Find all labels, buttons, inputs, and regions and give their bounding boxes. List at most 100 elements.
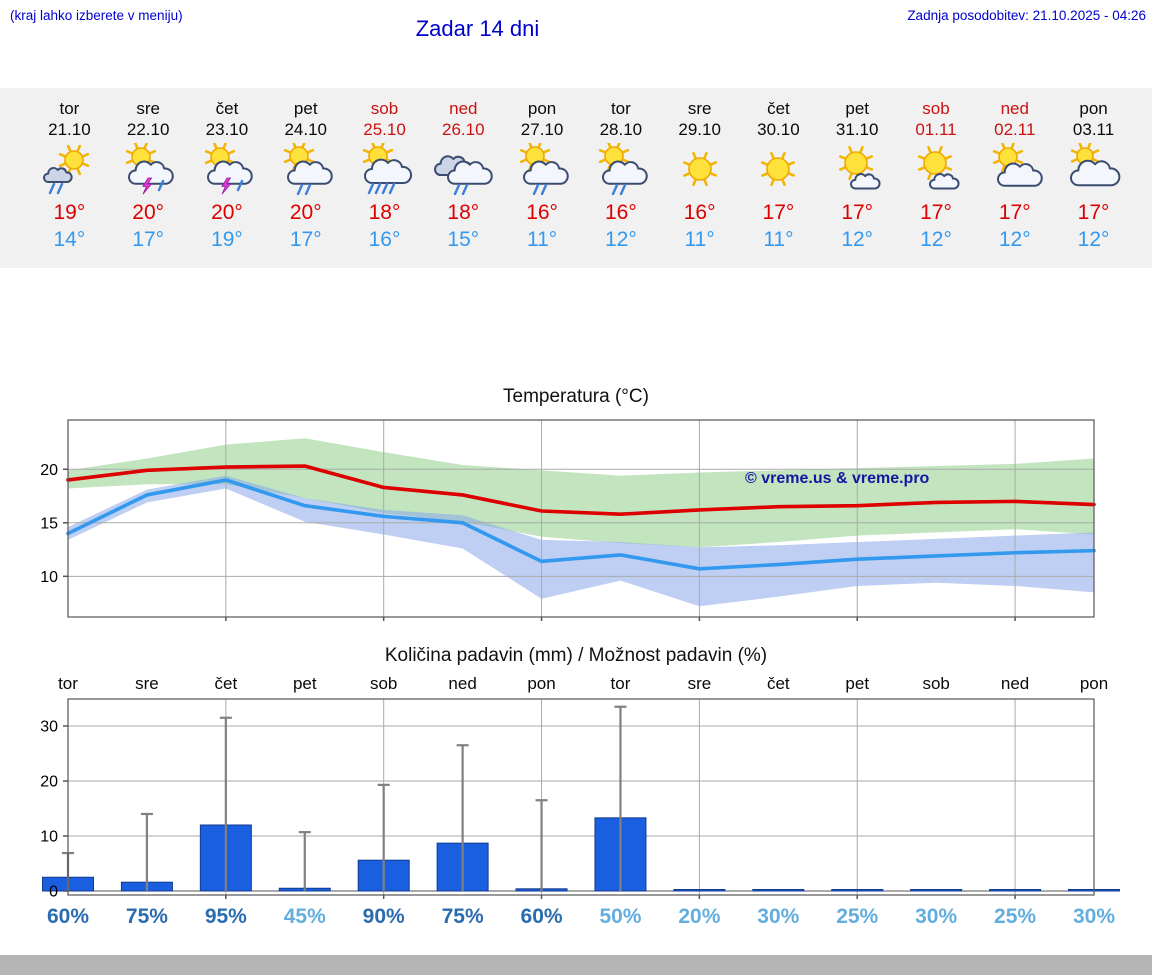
- sun-storm-icon: [125, 141, 174, 194]
- high-temp: 20°: [132, 200, 165, 224]
- svg-text:10: 10: [40, 569, 58, 586]
- svg-text:pon: pon: [527, 674, 555, 693]
- forecast-day-7[interactable]: pon 27.10 16° 11°: [503, 98, 582, 268]
- sun-smallcloud-icon: [917, 145, 960, 190]
- location-hint: (kraj lahko izberete v meniju): [10, 8, 183, 23]
- svg-text:sre: sre: [688, 674, 712, 693]
- day-name: pon: [527, 99, 557, 118]
- forecast-day-14[interactable]: pon 03.11 17° 12°: [1054, 98, 1133, 268]
- low-temp: 17°: [289, 227, 322, 251]
- precipitation-chart: tor sre čet pet sob ned pon tor sre čet pet sob ned p…: [40, 674, 1120, 928]
- low-temp: 12°: [920, 227, 952, 251]
- day-name: pet: [845, 99, 870, 118]
- svg-text:20: 20: [40, 774, 58, 791]
- day-name: ned: [449, 99, 478, 118]
- svg-text:pet: pet: [845, 674, 869, 693]
- high-temp: 20°: [289, 200, 322, 224]
- sun-cloud-rain-icon: [283, 140, 333, 195]
- forecast-day-3[interactable]: čet 23.10 20° 19°: [188, 98, 267, 268]
- precip-probability: 30%: [915, 905, 957, 928]
- day-date: 30.10: [757, 120, 800, 140]
- sun-cloud-rain-icon: [519, 140, 569, 195]
- svg-text:tor: tor: [611, 674, 631, 693]
- high-temp: 20°: [211, 200, 243, 224]
- low-temp: 12°: [604, 227, 637, 251]
- low-temp: 12°: [1077, 227, 1110, 251]
- svg-text:20: 20: [40, 462, 58, 479]
- day-date: 28.10: [599, 120, 643, 140]
- last-update-label: Zadnja posodobitev: 21.10.2025 - 04:26: [907, 8, 1146, 23]
- day-name: sre: [136, 99, 160, 118]
- high-temp: 17°: [1077, 200, 1110, 224]
- forecast-day-6[interactable]: ned 26.10 18° 15°: [424, 98, 503, 268]
- forecast-day-13[interactable]: ned 02.11 17° 12°: [975, 98, 1054, 268]
- clouds-rain-icon: [434, 154, 494, 195]
- precip-probability: 75%: [442, 905, 484, 928]
- day-name: tor: [610, 99, 631, 118]
- precip-probability: 45%: [284, 905, 326, 928]
- forecast-day-10[interactable]: čet 30.10 17° 11°: [739, 98, 818, 268]
- day-name: sob: [370, 99, 399, 118]
- precipitation-chart-title: Količina padavin (mm) / Možnost padavin …: [384, 645, 768, 666]
- low-temp: 12°: [841, 227, 874, 251]
- high-temp: 16°: [604, 200, 637, 224]
- watermark: © vreme.us & vreme.pro: [745, 470, 930, 487]
- day-date: 02.11: [994, 120, 1036, 140]
- forecast-day-11[interactable]: pet 31.10 17° 12°: [818, 98, 897, 268]
- precip-probability: 25%: [994, 905, 1036, 928]
- precip-probability: 20%: [678, 905, 720, 928]
- day-date: 23.10: [205, 120, 249, 140]
- day-date: 27.10: [520, 120, 564, 140]
- day-name: pet: [293, 99, 318, 118]
- forecast-day-4[interactable]: pet 24.10 20° 17°: [266, 98, 345, 268]
- forecast-day-2[interactable]: sre 22.10 20° 17°: [109, 98, 188, 268]
- day-name: čet: [767, 99, 790, 118]
- high-temp: 19°: [53, 200, 86, 224]
- forecast-day-12[interactable]: sob 01.11 17° 12°: [897, 98, 976, 268]
- sun-storm-icon: [204, 141, 253, 194]
- day-name: ned: [1000, 99, 1029, 118]
- day-date: 01.11: [915, 120, 957, 140]
- svg-text:10: 10: [40, 829, 58, 846]
- precip-probability: 95%: [205, 905, 247, 928]
- low-temp: 15°: [447, 227, 480, 251]
- high-temp: 16°: [683, 200, 716, 224]
- sun-cloud-heavyrain-icon: [362, 140, 412, 194]
- page-title: Zadar 14 dni: [415, 16, 540, 41]
- precip-probability: 25%: [836, 905, 878, 928]
- svg-text:pet: pet: [293, 674, 317, 693]
- day-date: 29.10: [678, 120, 721, 140]
- day-date: 31.10: [835, 120, 879, 140]
- forecast-day-5[interactable]: sob 25.10 18° 16°: [345, 98, 424, 268]
- high-temp: 17°: [998, 200, 1031, 224]
- temperature-chart: 10 15 20 © vreme.us & vreme.pro: [40, 419, 1096, 621]
- svg-text:tor: tor: [58, 674, 78, 693]
- svg-text:sre: sre: [135, 674, 159, 693]
- day-name: čet: [215, 99, 239, 118]
- svg-text:sob: sob: [922, 674, 949, 693]
- day-name: tor: [59, 99, 80, 118]
- high-temp: 16°: [526, 200, 558, 224]
- day-name: pon: [1079, 99, 1108, 118]
- forecast-day-8[interactable]: tor 28.10 16° 12°: [581, 98, 660, 268]
- temperature-chart-title: Temperatura (°C): [503, 386, 649, 407]
- precip-probability: 60%: [521, 905, 563, 928]
- low-temp: 14°: [53, 227, 86, 251]
- precip-probability: 30%: [757, 905, 799, 928]
- precip-probability: 60%: [47, 905, 89, 928]
- precip-probability: 90%: [363, 905, 405, 928]
- low-temp: 11°: [763, 227, 794, 251]
- day-date: 21.10: [48, 120, 91, 140]
- svg-text:15: 15: [40, 515, 58, 532]
- forecast-day-1[interactable]: tor 21.10 19° 14°: [30, 98, 109, 268]
- sun-icon: [682, 151, 717, 186]
- sun-bigcloud-icon: [1069, 141, 1120, 186]
- high-temp: 17°: [762, 200, 795, 224]
- low-temp: 12°: [998, 227, 1031, 251]
- high-temp: 18°: [368, 200, 401, 224]
- high-temp: 17°: [841, 200, 874, 224]
- high-temp: 17°: [920, 200, 952, 224]
- sun-icon: [761, 151, 796, 186]
- svg-text:sob: sob: [370, 674, 397, 693]
- forecast-day-9[interactable]: sre 29.10 16° 11°: [660, 98, 739, 268]
